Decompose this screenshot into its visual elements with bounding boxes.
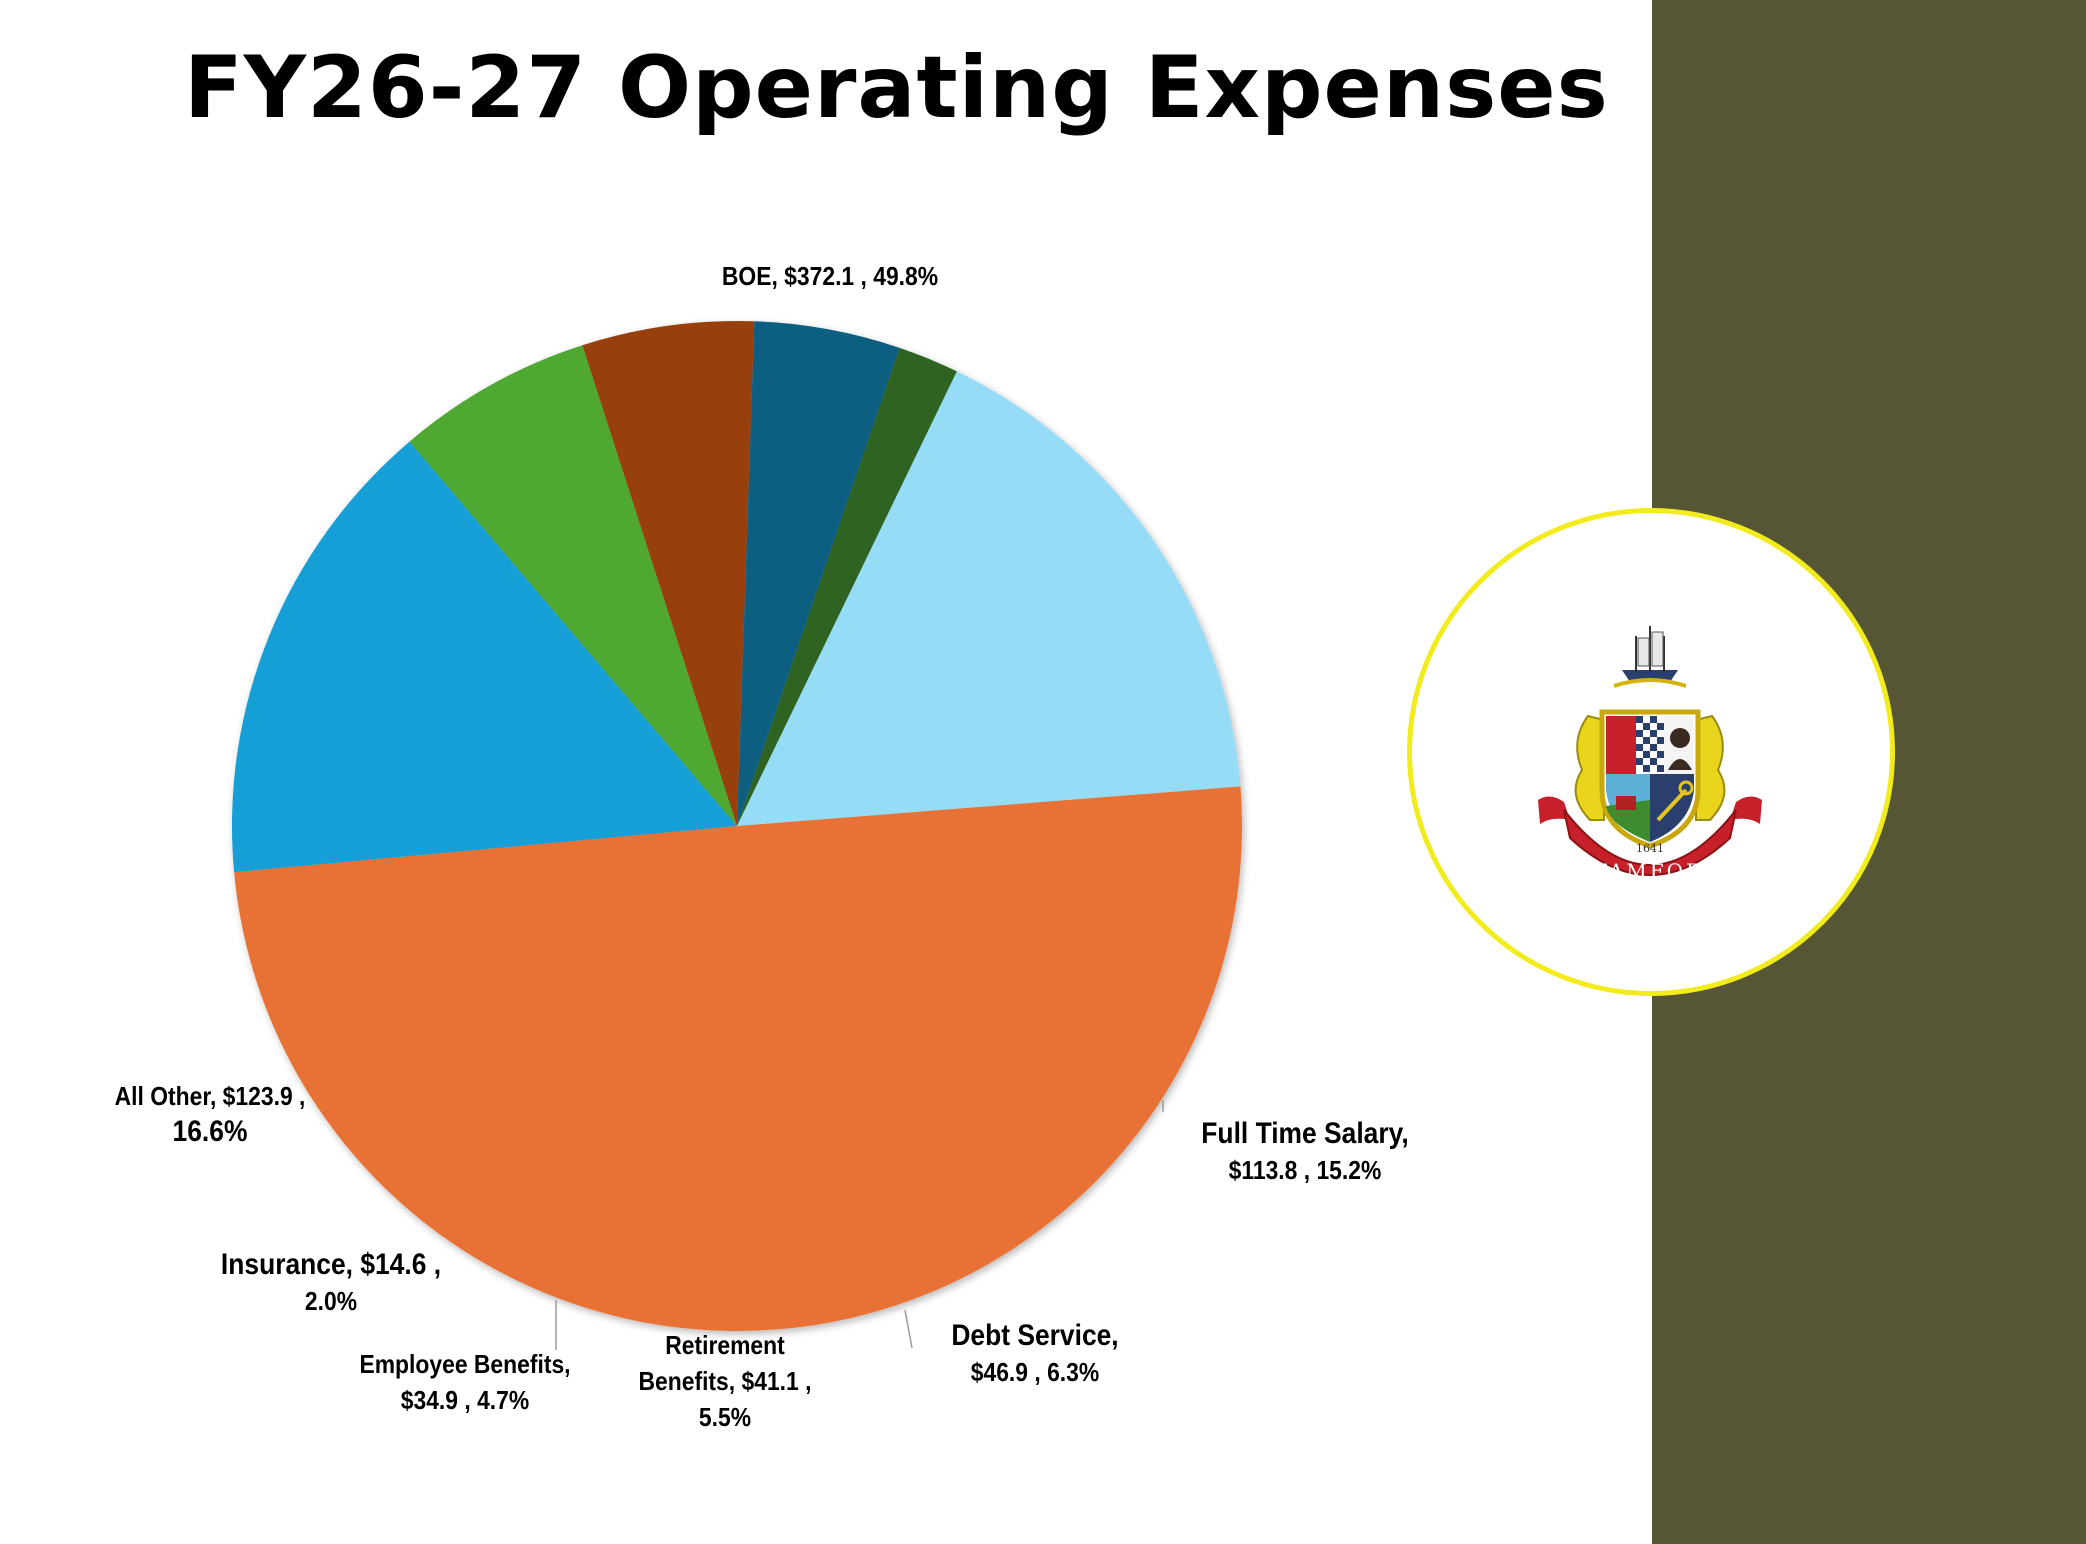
slice-full-time-salary [231,441,737,873]
slice-debt-service [409,345,737,826]
label-employee-benefits: Employee Benefits, $34.9 , 4.7% [320,1346,610,1418]
leader-lines [555,1100,1164,1350]
label-line: Employee Benefits, [359,1349,571,1379]
slice-boe [234,786,1243,1332]
seal-text: STAMFORD [1577,859,1723,883]
seal-ribbon: 1641 STAMFORD [1538,796,1762,883]
slice-employee-benefits [737,321,900,826]
pie-slices [231,321,1243,1332]
slice-retirement-benefits [582,321,755,826]
label-line: $113.8 , 15.2% [1228,1155,1382,1185]
seal-circle [1407,508,1895,996]
label-line: All Other, $123.9 , [114,1081,306,1111]
shield [1599,709,1701,849]
label-line: $46.9 , 6.3% [970,1357,1100,1387]
label-line: Benefits, $41.1 , [638,1366,812,1396]
label-full-time-salary: Full Time Salary, $113.8 , 15.2% [1160,1116,1450,1188]
label-line: Full Time Salary, [1201,1117,1409,1150]
label-line: 5.5% [698,1402,752,1432]
slice-insurance [737,347,957,826]
label-line: BOE, $372.1 , 49.8% [721,261,939,291]
city-seal: 1641 STAMFORD [1538,626,1762,883]
label-line: Retirement [665,1330,785,1360]
ship-crest [1613,626,1687,688]
label-retirement-benefits: Retirement Benefits, $41.1 , 5.5% [615,1327,835,1435]
seal-year: 1641 [1636,842,1664,855]
label-all-other: All Other, $123.9 , 16.6% [78,1078,342,1150]
label-line: 2.0% [304,1286,358,1316]
label-insurance: Insurance, $14.6 , 2.0% [212,1247,450,1319]
leader-line [904,1309,913,1349]
label-line: 16.6% [172,1115,248,1148]
label-line: Debt Service, [951,1319,1119,1352]
label-boe: BOE, $372.1 , 49.8% [663,258,997,294]
label-line: $34.9 , 4.7% [400,1385,530,1415]
slide-title: FY26-27 Operating Expenses [184,38,1609,138]
slice-all-other [737,371,1241,826]
label-line: Insurance, $14.6 , [220,1248,442,1281]
label-debt-service: Debt Service, $46.9 , 6.3% [916,1318,1154,1390]
